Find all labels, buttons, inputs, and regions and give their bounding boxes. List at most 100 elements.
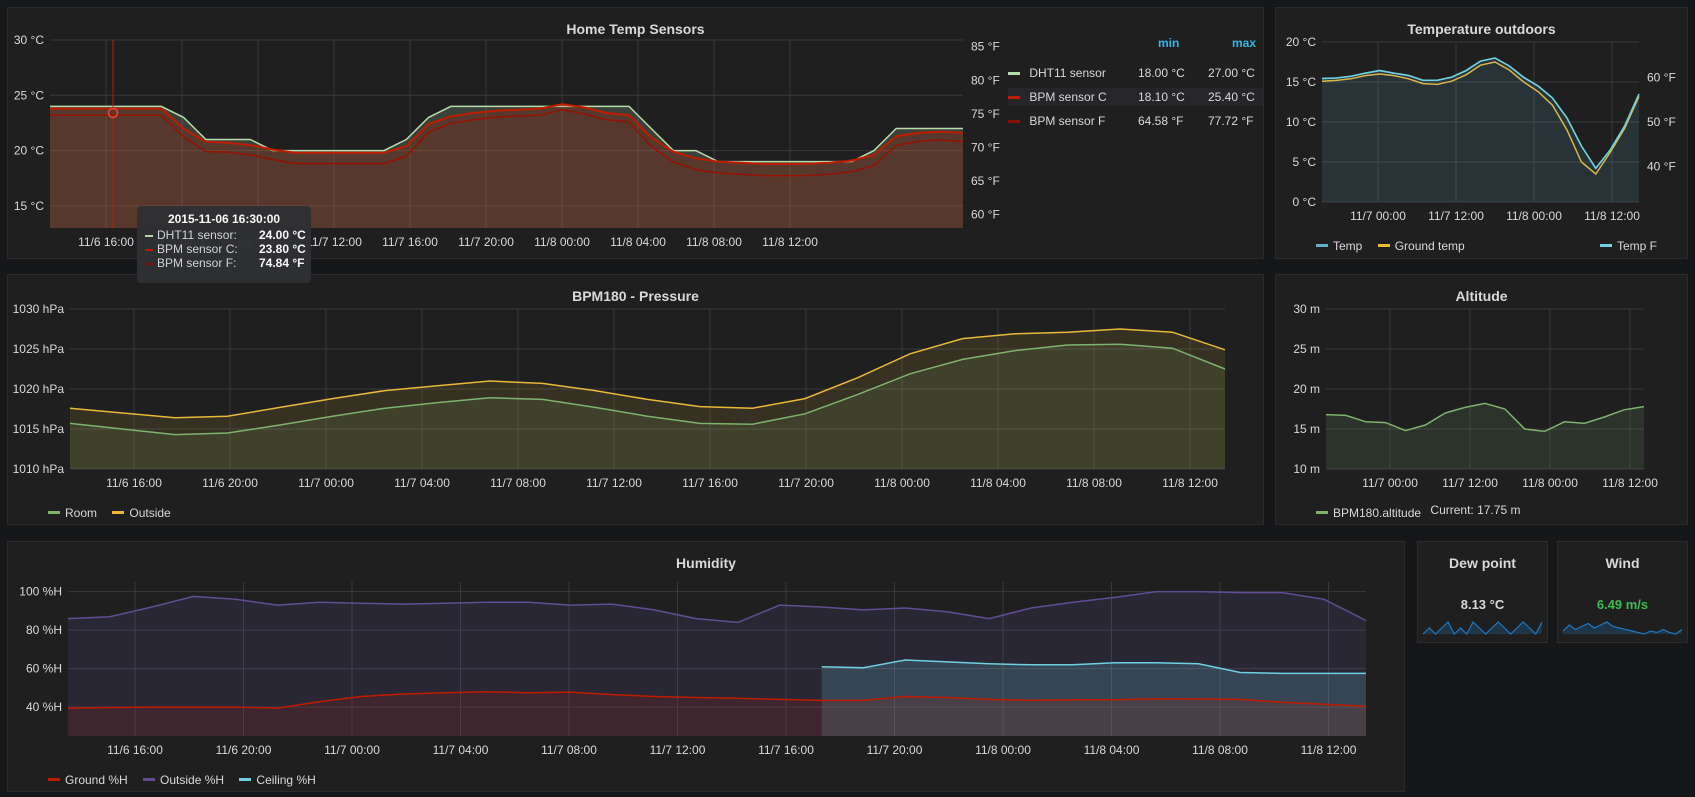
x-tick-label: 11/7 16:00 xyxy=(382,235,438,249)
legend-item-room[interactable]: Room xyxy=(48,506,97,520)
series-line-temp-f xyxy=(1321,57,1640,170)
series-swatch xyxy=(1600,244,1612,247)
legend-item-temp[interactable]: Temp xyxy=(1316,239,1362,253)
sparkline-line xyxy=(1422,621,1543,635)
x-tick-label: 11/8 08:00 xyxy=(1066,476,1122,490)
series-swatch xyxy=(48,511,60,514)
series-area-ground-h xyxy=(68,691,1366,736)
x-tick-label: 11/7 12:00 xyxy=(650,743,706,757)
series-swatch xyxy=(1008,120,1020,124)
tooltip-value: 24.00 °C xyxy=(259,228,306,242)
legend-label: Ceiling %H xyxy=(256,772,316,787)
legend-item-temp-f[interactable]: Temp F xyxy=(1600,239,1657,253)
y-tick-label: 1015 hPa xyxy=(13,422,65,436)
y-tick-label: 10 °C xyxy=(1286,115,1316,129)
series-area-outside xyxy=(70,329,1225,469)
y-tick-label: 25 m xyxy=(1293,342,1320,356)
series-swatch xyxy=(145,248,153,251)
legend-item-outside[interactable]: Outside xyxy=(112,505,171,520)
panel-wind: Wind 6.49 m/s xyxy=(1557,541,1688,643)
series-swatch xyxy=(1316,244,1328,247)
legend-label: Temp F xyxy=(1617,238,1658,253)
temperature-outdoors-chart[interactable]: 0 °C 5 °C 10 °C 15 °C 20 °C 40 °F 50 °F 60 °F 11… xyxy=(1276,8,1689,260)
legend-label: Outside %H xyxy=(160,772,225,787)
y-tick-label: 30 m xyxy=(1293,302,1320,316)
x-tick-label: 11/7 00:00 xyxy=(1362,476,1418,490)
y-tick-label: 20 m xyxy=(1293,382,1320,396)
y-tick-label: 1010 hPa xyxy=(13,462,65,476)
x-tick-label: 11/7 16:00 xyxy=(758,743,814,757)
x-tick-label: 11/8 00:00 xyxy=(534,235,590,249)
y-tick-label: 0 °C xyxy=(1293,195,1317,209)
panel-title[interactable]: Wind xyxy=(1605,555,1640,571)
series-line-room xyxy=(69,343,1226,436)
legend-max: 77.72 °F xyxy=(1208,114,1254,128)
altitude-chart[interactable]: 10 m 15 m 20 m 25 m 30 m 11/7 00:00 11/7 12:00… xyxy=(1276,275,1689,526)
panel-title[interactable]: Temperature outdoors xyxy=(1407,21,1556,37)
x-tick-label: 11/8 00:00 xyxy=(1522,476,1578,490)
x-tick-label: 11/7 00:00 xyxy=(324,743,380,757)
x-tick-label: 11/7 16:00 xyxy=(682,476,738,490)
sparkline-line xyxy=(1562,621,1683,635)
tooltip-time: 2015-11-06 16:30:00 xyxy=(167,212,281,226)
series-swatch xyxy=(1008,72,1020,76)
panel-title[interactable]: Altitude xyxy=(1455,288,1508,304)
series-line-ground-temp xyxy=(1321,61,1640,176)
series-line-outside-h xyxy=(67,590,1367,624)
x-tick-label: 11/7 08:00 xyxy=(490,476,546,490)
y-tick-label: 20 °C xyxy=(1286,35,1316,49)
y-tick-label: 25 °C xyxy=(14,88,44,102)
panel-title[interactable]: Dew point xyxy=(1449,555,1516,571)
series-swatch xyxy=(143,778,156,781)
series-line-ground-h xyxy=(67,690,1367,709)
legend: Room Outside xyxy=(48,503,183,520)
legend-item-outside-humidity[interactable]: Outside %H xyxy=(143,773,224,787)
series-line-ceiling-h xyxy=(821,659,1366,675)
x-tick-label: 11/8 04:00 xyxy=(610,235,666,249)
x-tick-label: 11/8 00:00 xyxy=(874,476,930,490)
legend: Ground %H Outside %H Ceiling %H xyxy=(48,770,328,787)
x-tick-label: 11/6 20:00 xyxy=(216,743,272,757)
legend-table: min max DHT11 sensor 18.00 °C 27.00 °C B… xyxy=(1008,34,1263,128)
tooltip-label: BPM sensor C: xyxy=(157,242,238,256)
series-area-bpm-sensor-c xyxy=(50,104,963,228)
legend-item-altitude[interactable]: BPM180.altitude xyxy=(1316,506,1421,520)
series-area-ceiling-h xyxy=(821,660,1366,736)
legend-row-dht11[interactable]: DHT11 sensor 18.00 °C 27.00 °C xyxy=(1008,64,1263,82)
panel-title[interactable]: Humidity xyxy=(676,555,736,571)
y-tick-label: 80 %H xyxy=(26,623,62,637)
panel-title[interactable]: BPM180 - Pressure xyxy=(572,288,699,304)
panel-title[interactable]: Home Temp Sensors xyxy=(566,21,705,37)
x-tick-label: 11/6 20:00 xyxy=(202,476,258,490)
y-tick-label: 15 °C xyxy=(1286,75,1316,89)
series-line-bpm-sensor-c xyxy=(50,103,964,165)
y-tick-label: 15 °C xyxy=(14,199,44,213)
series-swatch xyxy=(1316,511,1328,514)
series-area-room xyxy=(70,344,1225,469)
panel-humidity: Humidity 40 %H 60 %H 80 %H 100 %H 11/6 16:00… xyxy=(7,541,1405,792)
legend-label: Room xyxy=(65,505,98,520)
series-swatch xyxy=(48,778,60,781)
legend-label: Outside xyxy=(129,505,171,520)
humidity-chart[interactable]: 40 %H 60 %H 80 %H 100 %H 11/6 16:00 11/6 20:0… xyxy=(8,542,1406,793)
series-swatch xyxy=(239,778,252,781)
home-temp-chart[interactable]: 15 °C 20 °C 25 °C 30 °C 60 °F 65 °F 70 °F 75 °F… xyxy=(8,8,1265,260)
x-tick-label: 11/7 00:00 xyxy=(298,476,354,490)
x-tick-label: 11/8 12:00 xyxy=(762,235,818,249)
legend-row-bpm-f[interactable]: BPM sensor F 64.58 °F 77.72 °F xyxy=(1008,112,1263,130)
graph-tooltip: 2015-11-06 16:30:00 DHT11 sensor: 24.00 °… xyxy=(137,206,311,283)
legend-item-ceiling-humidity[interactable]: Ceiling %H xyxy=(239,772,316,787)
legend-max-header[interactable]: max xyxy=(1232,36,1257,50)
x-tick-label: 11/7 12:00 xyxy=(306,235,362,249)
hover-point-marker xyxy=(107,107,119,119)
legend-row-bpm-c[interactable]: BPM sensor C 18.10 °C 25.40 °C xyxy=(1008,88,1263,106)
legend-item-ground-humidity[interactable]: Ground %H xyxy=(48,773,128,787)
x-tick-label: 11/8 12:00 xyxy=(1602,476,1658,490)
y-tick-label: 100 %H xyxy=(19,585,62,599)
tooltip-row: BPM sensor C: 23.80 °C xyxy=(145,242,306,256)
legend-min: 18.10 °C xyxy=(1138,90,1185,104)
pressure-chart[interactable]: 1010 hPa 1015 hPa 1020 hPa 1025 hPa 1030 hPa… xyxy=(8,275,1265,526)
legend-item-ground-temp[interactable]: Ground temp xyxy=(1377,239,1465,253)
x-tick-label: 11/6 16:00 xyxy=(107,743,163,757)
legend-min-header[interactable]: min xyxy=(1158,36,1180,50)
